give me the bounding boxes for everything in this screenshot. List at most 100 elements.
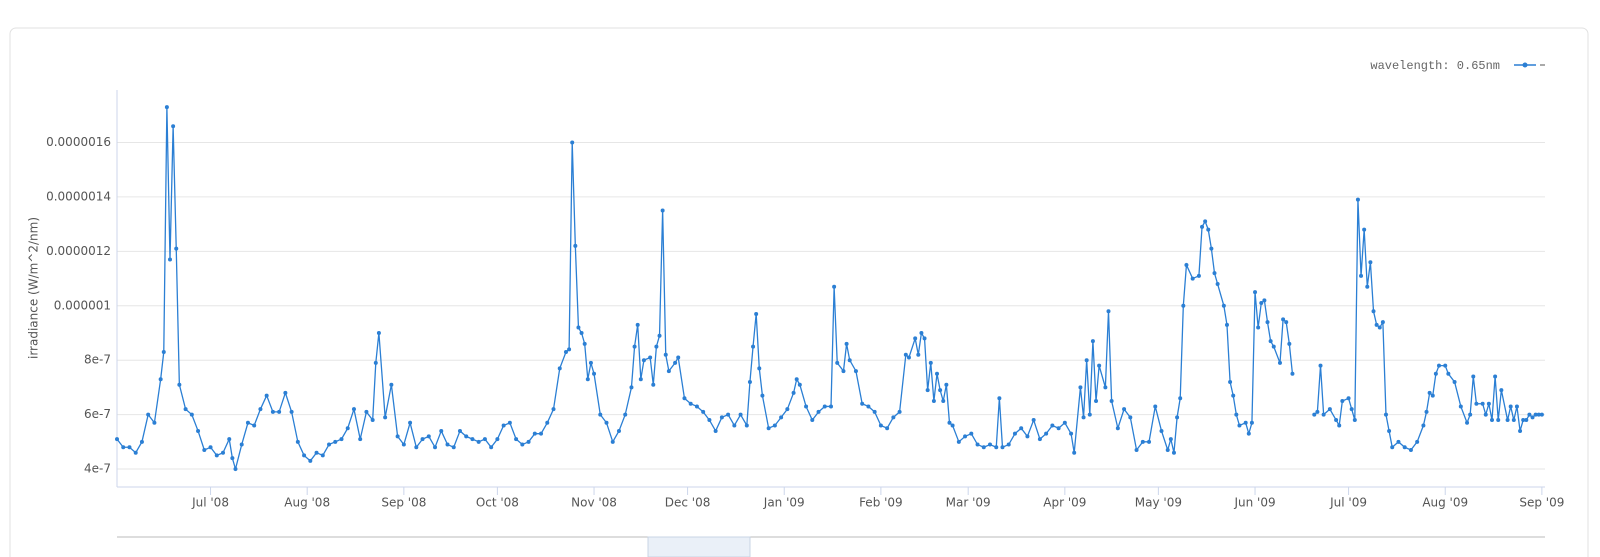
data-point: [208, 445, 213, 450]
data-point: [567, 347, 572, 352]
data-point: [779, 415, 784, 420]
x-tick-label: Oct '08: [476, 496, 519, 510]
data-point: [648, 355, 653, 360]
data-point: [1246, 431, 1251, 436]
data-point: [1468, 412, 1473, 417]
x-tick-label: Sep '09: [1519, 496, 1564, 510]
data-point: [676, 355, 681, 360]
data-point: [495, 437, 500, 442]
data-point: [1115, 426, 1120, 431]
data-point: [829, 404, 833, 409]
data-point: [1533, 412, 1538, 417]
data-point: [196, 428, 201, 433]
data-point: [713, 428, 718, 433]
data-point: [938, 388, 943, 393]
data-point: [227, 437, 232, 442]
data-point: [383, 415, 388, 420]
data-point: [1530, 415, 1535, 420]
data-point: [1178, 396, 1183, 401]
data-point: [364, 409, 369, 414]
navigator-window[interactable]: [647, 536, 751, 557]
data-point: [1271, 344, 1276, 349]
data-point: [860, 401, 865, 406]
data-point: [579, 330, 584, 335]
data-point: [1215, 282, 1220, 287]
data-point: [866, 404, 871, 409]
data-point: [389, 382, 394, 387]
data-point: [1196, 273, 1201, 278]
data-point: [975, 442, 980, 447]
data-point: [701, 409, 706, 414]
data-point: [1349, 407, 1354, 412]
data-point: [457, 428, 462, 433]
data-point: [1290, 371, 1295, 376]
data-point: [1284, 320, 1289, 325]
data-point: [1493, 374, 1498, 379]
data-point: [526, 439, 531, 444]
data-point: [1221, 303, 1226, 308]
data-point: [941, 399, 946, 404]
data-point: [1106, 309, 1111, 314]
data-point: [1327, 407, 1332, 412]
data-point: [445, 442, 450, 447]
data-point: [308, 458, 313, 463]
data-point: [1081, 415, 1086, 420]
x-tick-label: Jul '09: [1329, 496, 1367, 510]
data-point: [1259, 301, 1264, 306]
data-point: [1231, 393, 1236, 398]
data-point: [1025, 434, 1030, 439]
data-point: [339, 437, 344, 442]
data-point: [1190, 276, 1195, 281]
data-point: [1374, 322, 1379, 327]
data-point: [1159, 428, 1164, 433]
data-point: [1486, 401, 1491, 406]
data-point: [214, 453, 219, 458]
data-point: [1402, 445, 1407, 450]
data-point: [245, 420, 250, 425]
data-point: [121, 445, 126, 450]
data-point: [327, 442, 332, 447]
data-point: [351, 407, 356, 412]
data-point: [158, 377, 163, 382]
data-point: [1181, 303, 1186, 308]
data-point: [358, 437, 363, 442]
data-point: [252, 423, 257, 428]
data-point: [1253, 290, 1258, 295]
data-point: [844, 341, 849, 346]
data-point: [451, 445, 456, 450]
data-point: [1090, 339, 1095, 344]
data-point: [439, 428, 444, 433]
data-point: [791, 390, 796, 395]
data-point: [1062, 420, 1067, 425]
data-point: [476, 439, 481, 444]
data-point: [629, 385, 634, 390]
data-point: [171, 124, 176, 129]
data-point: [1056, 426, 1061, 431]
data-point: [906, 355, 911, 360]
y-axis-label: irradiance (W/m^2/nm): [27, 217, 41, 359]
data-point: [1427, 390, 1432, 395]
y-tick-label: 0.000001: [54, 298, 111, 312]
data-point: [732, 423, 737, 428]
data-point: [233, 467, 238, 472]
data-point: [925, 388, 930, 393]
data-point: [174, 246, 179, 251]
data-point: [897, 409, 902, 414]
data-point: [1496, 418, 1501, 423]
data-point: [1536, 412, 1541, 417]
data-point: [1044, 431, 1049, 436]
data-point: [1153, 404, 1158, 409]
data-point: [810, 418, 815, 423]
data-point: [433, 445, 438, 450]
data-point: [754, 311, 759, 316]
data-point: [164, 105, 169, 110]
data-point: [903, 352, 908, 357]
data-point: [576, 325, 581, 330]
data-point: [373, 360, 378, 365]
data-point: [1524, 418, 1529, 423]
data-point: [1147, 439, 1152, 444]
data-point: [1368, 260, 1373, 265]
data-point: [760, 393, 765, 398]
data-point: [660, 208, 665, 213]
